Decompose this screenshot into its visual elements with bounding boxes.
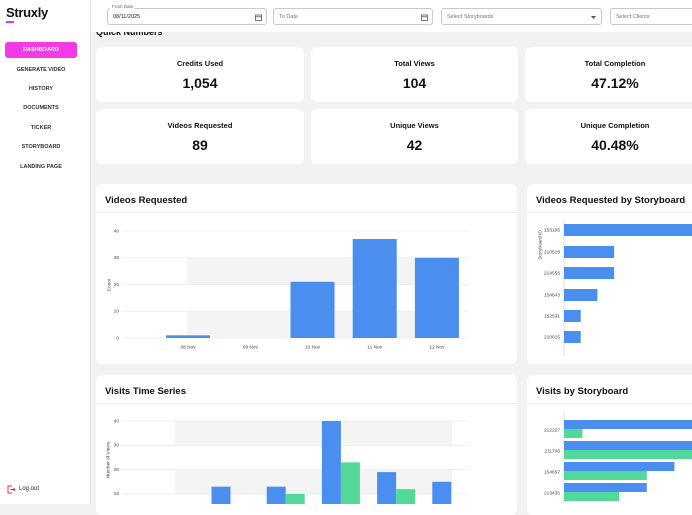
stat-value: 1,054	[182, 75, 218, 91]
stat-card: Total Views 104	[311, 47, 518, 102]
chart-title: Visits by Storyboard	[536, 386, 629, 397]
stat-card: Unique Completion 40.48%	[525, 109, 692, 164]
stat-value: 89	[192, 137, 208, 153]
chart-title: Visits Time Series	[105, 386, 186, 397]
storyboard-placeholder: Select Storyboards	[447, 14, 494, 20]
title-divider	[96, 212, 517, 213]
stat-value: 40.48%	[591, 137, 639, 153]
nav-item[interactable]: GENERATE VIDEO	[16, 67, 66, 73]
chart-panel: Visits by Storyboard	[527, 375, 692, 515]
from-date-input[interactable]: 08/11/2025	[107, 8, 267, 25]
nav-item[interactable]: STORYBOARD	[21, 144, 61, 150]
stat-label: Credits Used	[176, 59, 224, 68]
storyboard-select[interactable]: Select Storyboards	[441, 8, 602, 25]
nav-item[interactable]: DASHBOARD	[5, 42, 77, 58]
stat-card: Credits Used 1,054	[96, 47, 304, 102]
logout-icon[interactable]	[7, 485, 16, 494]
chart-panel: Visits Time Series	[96, 375, 517, 515]
nav-item[interactable]: TICKER	[30, 125, 52, 131]
nav-item[interactable]: LANDING PAGE	[20, 164, 62, 170]
title-divider	[96, 403, 517, 404]
dropdown-caret	[591, 16, 596, 19]
stat-label: Unique Views	[390, 121, 439, 130]
stat-label: Total Completion	[584, 59, 646, 68]
section-title: Quick Numbers	[96, 27, 163, 37]
stat-label: Unique Completion	[580, 121, 650, 130]
client-placeholder: Select Clients	[616, 14, 650, 20]
from-date-value: 08/11/2025	[113, 14, 141, 20]
from-date-label: From Date	[110, 4, 136, 9]
nav-item[interactable]: HISTORY	[28, 86, 54, 92]
client-select[interactable]: Select Clients	[610, 8, 692, 25]
stat-card: Total Completion 47.12%	[525, 47, 692, 102]
title-divider	[527, 403, 692, 404]
chart-title: Videos Requested by Storyboard	[536, 195, 686, 206]
chart-panel: Videos Requested by Storyboard	[527, 184, 692, 364]
chart-title: Videos Requested	[105, 195, 188, 206]
calendar-icon[interactable]	[255, 14, 262, 21]
stat-value: 104	[402, 75, 427, 91]
logo[interactable]: Struxly	[6, 5, 48, 20]
to-date-placeholder: To Date	[279, 14, 298, 20]
stat-value: 42	[406, 137, 423, 153]
stat-card: Videos Requested 89	[96, 109, 304, 164]
logo-underline	[6, 21, 14, 23]
stat-label: Videos Requested	[167, 121, 233, 130]
to-date-input[interactable]: To Date	[273, 8, 433, 25]
stat-value: 47.12%	[591, 75, 639, 91]
stat-label: Total Views	[394, 59, 435, 68]
calendar-icon[interactable]	[421, 14, 428, 21]
logout[interactable]: Log out	[19, 486, 40, 492]
title-divider	[527, 212, 692, 213]
stat-card: Unique Views 42	[311, 109, 518, 164]
sidebar: Struxly Log out DASHBOARD GENERATE VIDEO H…	[0, 0, 91, 504]
nav-item[interactable]: DOCUMENTS	[23, 105, 59, 111]
chart-panel: Videos Requested	[96, 184, 517, 364]
